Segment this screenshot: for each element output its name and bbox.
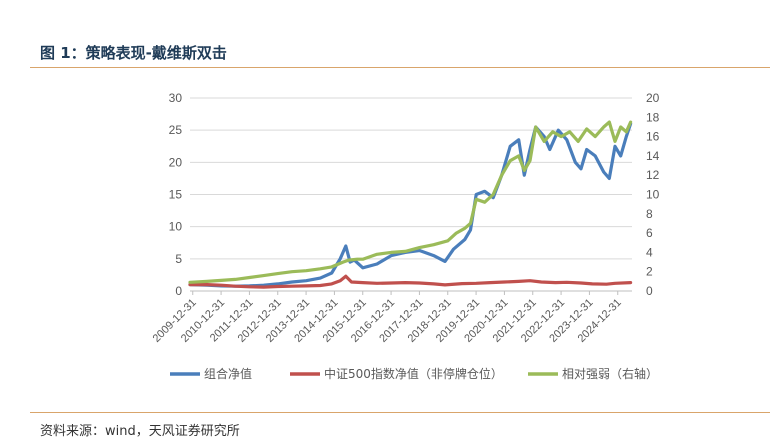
y-left-tick-label: 25: [169, 123, 183, 137]
legend-label-3: 相对强弱（右轴）: [562, 366, 658, 381]
figure-title: 图 1：策略表现-戴维斯双击: [40, 44, 227, 62]
y-left-tick-label: 30: [169, 91, 183, 105]
series-line-3: [188, 120, 633, 284]
y-right-tick-label: 8: [646, 207, 653, 221]
y-right-tick-label: 12: [646, 168, 660, 182]
y-right-tick-label: 10: [646, 188, 660, 202]
y-right-tick-label: 6: [646, 226, 653, 240]
series-line-2: [188, 274, 633, 289]
legend-label-2: 中证500指数净值（非停牌仓位）: [324, 366, 503, 381]
y-right-tick-label: 2: [646, 265, 653, 279]
y-right-tick-label: 18: [646, 110, 660, 124]
source-divider: [30, 412, 770, 413]
y-left-tick-label: 0: [175, 284, 182, 298]
y-left-tick-label: 5: [175, 252, 182, 266]
line-chart: 051015202530024681012141618202009-12-312…: [151, 91, 660, 381]
y-right-tick-label: 20: [646, 91, 660, 105]
title-divider: [30, 67, 770, 68]
y-right-tick-label: 16: [646, 130, 660, 144]
y-left-tick-label: 15: [169, 188, 183, 202]
y-right-tick-label: 0: [646, 284, 653, 298]
y-left-tick-label: 10: [169, 220, 183, 234]
legend-label-1: 组合净值: [204, 366, 252, 381]
y-right-tick-label: 4: [646, 245, 653, 259]
y-right-tick-label: 14: [646, 149, 660, 163]
series-line-1: [188, 122, 633, 288]
source-note: 资料来源：wind，天风证券研究所: [40, 424, 240, 439]
y-left-tick-label: 20: [169, 155, 183, 169]
